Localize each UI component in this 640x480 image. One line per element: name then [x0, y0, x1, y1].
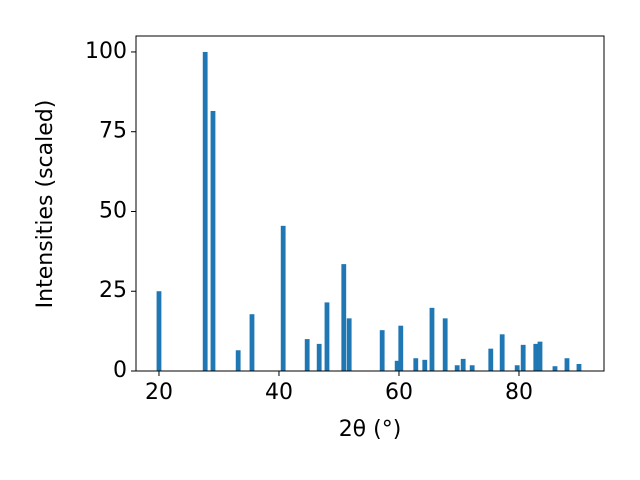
bar: [533, 343, 539, 371]
bar: [488, 348, 494, 371]
bar: [576, 363, 582, 371]
bar: [520, 344, 526, 371]
x-axis-label: 2θ (°): [339, 417, 402, 442]
bar: [460, 358, 466, 371]
bar: [552, 366, 558, 371]
bar: [249, 314, 255, 371]
y-tick-label: 25: [99, 278, 127, 303]
bar: [202, 51, 208, 371]
bar: [398, 325, 404, 371]
bar: [341, 264, 347, 371]
bar: [316, 343, 322, 371]
bar: [564, 358, 570, 371]
x-tick-label: 80: [505, 380, 533, 405]
bar: [413, 358, 419, 371]
bar: [442, 318, 448, 371]
y-tick-label: 75: [99, 119, 127, 144]
x-tick-label: 60: [385, 380, 413, 405]
bar: [280, 225, 286, 371]
bar: [499, 334, 505, 371]
bar: [346, 318, 352, 371]
bar: [304, 339, 310, 371]
bar: [429, 307, 435, 371]
bar: [454, 365, 460, 371]
bar: [469, 365, 475, 371]
bar: [514, 365, 520, 371]
bar: [379, 330, 385, 371]
plot-frame: [135, 35, 605, 372]
bar: [210, 110, 216, 371]
bar: [537, 341, 543, 371]
y-tick-label: 50: [99, 198, 127, 223]
y-axis-label: Intensities (scaled): [33, 100, 58, 309]
x-tick-label: 20: [145, 380, 173, 405]
bar: [422, 359, 428, 371]
y-tick-label: 100: [85, 39, 127, 64]
x-tick-label: 40: [265, 380, 293, 405]
bar: [235, 350, 241, 371]
bar: [156, 291, 162, 371]
y-tick-label: 0: [113, 358, 127, 383]
bar: [324, 302, 330, 371]
bar: [394, 360, 400, 371]
